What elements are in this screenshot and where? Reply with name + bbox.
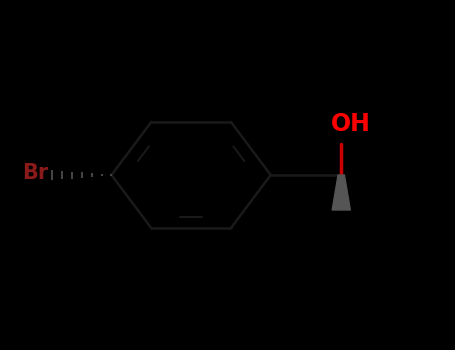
Text: OH: OH (330, 112, 370, 136)
Polygon shape (332, 175, 350, 210)
Text: Br: Br (22, 163, 48, 183)
